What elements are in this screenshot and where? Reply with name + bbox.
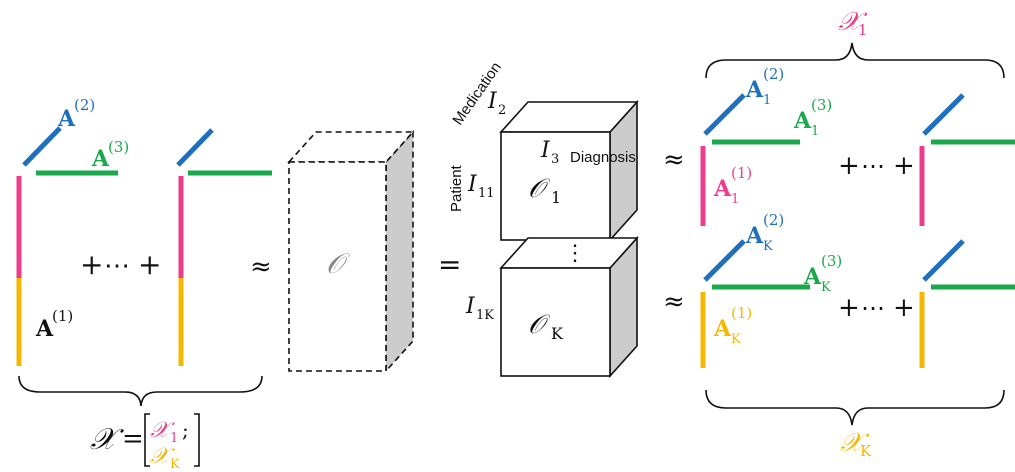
axis-patient: Patient (448, 164, 465, 212)
subtensor-stack: ⋮ 𝒪 1 𝒪 K I 2 I 3 I 11 I 1K Medication P… (448, 59, 685, 379)
top-brace (705, 42, 1005, 79)
gk-a2-sup: (2) (763, 211, 784, 229)
dim-i11-sub: 11 (478, 186, 495, 201)
dim-i1k: I (465, 294, 476, 319)
g1-plus-2: + (893, 151, 915, 181)
gk-a3-label: A (803, 264, 822, 290)
gk-plus-2: + (893, 293, 915, 323)
g1-a2-label: A (745, 77, 764, 103)
label-a1-sup: (1) (52, 307, 73, 325)
dashed-tensor-side (385, 129, 414, 374)
g1-plus-1: + (838, 151, 860, 181)
left-a2-vector-1 (22, 126, 62, 167)
bottom-equals: = (122, 424, 144, 454)
gk-a2-vector-1 (703, 239, 746, 282)
gk-a2-sub: K (763, 239, 773, 254)
vdots-icon: ⋮ (564, 241, 586, 266)
dim-i1k-sub: 1K (476, 308, 494, 323)
g1-a1-sub: 1 (731, 192, 739, 207)
left-approx: ≈ (250, 252, 272, 282)
left-bottom-brace (18, 375, 263, 407)
left-ellipsis-icon: ⋯ (104, 251, 130, 281)
g1-a2-vector-2 (922, 93, 965, 136)
dim-i11: I (467, 172, 478, 197)
gk-plus-1: + (838, 293, 860, 323)
left-cp-decomposition: A (2) A (3) A (1) + ⋯ + 𝒳 = 𝒳 1 ; 𝒳 K ≈ (16, 96, 272, 472)
right-approx-bottom: ≈ (663, 287, 685, 317)
g1-a3-label: A (793, 108, 812, 134)
bottom-x-symbol: 𝒳 (90, 422, 124, 457)
xk-bottom-sub: K (860, 442, 872, 460)
g1-a3-sub: 1 (811, 124, 819, 139)
axis-diagnosis: Diagnosis (570, 149, 636, 166)
dim-i3-sub: 3 (551, 152, 559, 167)
g1-a2-sup: (2) (763, 65, 784, 83)
gk-ellipsis-icon: ⋯ (861, 294, 885, 322)
g1-ellipsis-icon: ⋯ (861, 152, 885, 180)
x1-top-sub: 1 (858, 21, 868, 39)
label-a2-sup: (2) (74, 96, 95, 114)
right-group-decompositions: 𝒳 1 A 1 (2) A 1 (3) A 1 (1) + ⋯ + A K (700, 7, 1015, 460)
label-a2: A (57, 106, 76, 132)
gk-a3-sub: K (821, 280, 831, 295)
g1-a1-sup: (1) (731, 164, 752, 182)
g1-a3-sup: (3) (811, 96, 832, 114)
bracket-right (194, 413, 200, 467)
dim-i2: I (487, 89, 498, 114)
g1-a2-sub: 1 (763, 93, 771, 108)
bottom-xk-sub: K (170, 457, 180, 472)
dashed-tensor-front (288, 161, 387, 372)
gk-a2-label: A (745, 223, 764, 249)
bottom-brace-right (705, 389, 1005, 426)
bottom-semicolon: ; (182, 418, 189, 442)
label-a3-sup: (3) (108, 138, 129, 156)
cube-ok-sub: K (551, 324, 564, 343)
gk-a1-sub: K (731, 332, 741, 347)
gk-a3-sup: (3) (821, 252, 842, 270)
cube-ok-front (500, 267, 611, 377)
gk-a2-vector-2 (922, 239, 965, 282)
dashed-tensor-o: 𝒪 (287, 129, 415, 374)
right-approx-top: ≈ (663, 145, 685, 175)
dim-i3: I (540, 138, 551, 163)
bottom-x1-sub: 1 (170, 431, 178, 446)
left-a2-vector-2 (176, 128, 214, 167)
left-plus-1: + (80, 248, 103, 281)
middle-equals: = (438, 248, 461, 281)
g1-a2-vector-1 (703, 93, 746, 136)
label-a1: A (35, 316, 54, 342)
g1-a1-label: A (713, 176, 732, 202)
gk-a1-label: A (713, 316, 732, 342)
label-a3: A (91, 146, 110, 172)
gk-a1-sup: (1) (731, 304, 752, 322)
left-plus-2: + (138, 248, 161, 281)
cube-o1-sub: 1 (551, 188, 561, 207)
cube-o1-front (500, 131, 611, 241)
dim-i2-sub: 2 (498, 103, 506, 118)
bracket-left (144, 413, 150, 467)
